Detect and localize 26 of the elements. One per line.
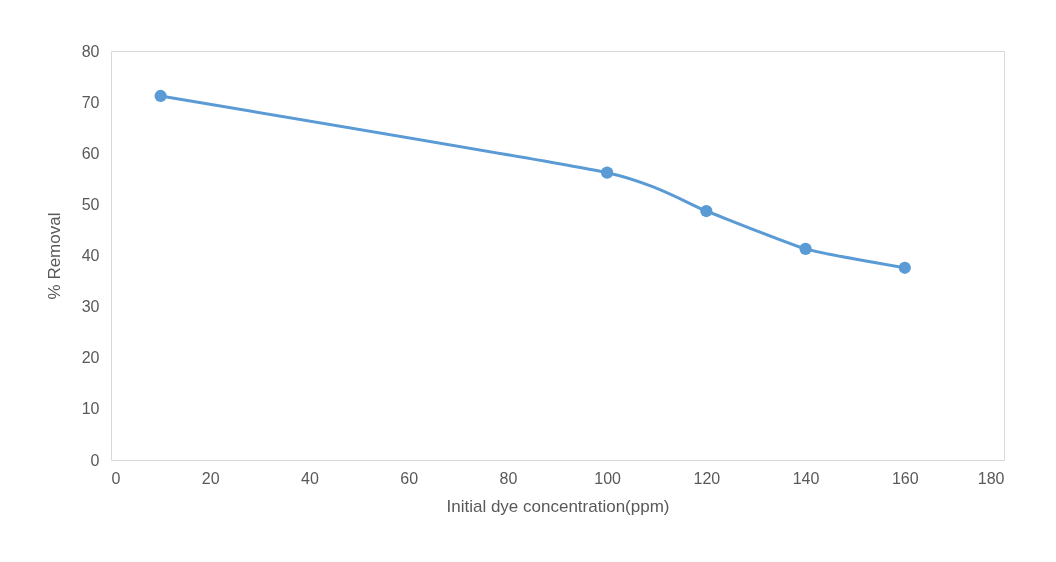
x-tick-label: 80 <box>499 469 518 487</box>
point <box>154 89 167 103</box>
point <box>600 166 614 179</box>
y-tick-label: 50 <box>81 195 100 213</box>
x-tick-label: 180 <box>977 469 1005 487</box>
point <box>898 261 911 274</box>
y-tick-label: 10 <box>81 400 100 418</box>
x-tick-label: 0 <box>111 469 121 487</box>
x-tick-label: 20 <box>201 469 220 487</box>
x-tick-label: 40 <box>301 469 319 487</box>
x-tick-label: 140 <box>792 469 820 487</box>
x-tick-label: 60 <box>400 469 419 487</box>
y-tick-label: 60 <box>81 144 100 162</box>
x-axis-title: Initial dye concentration(ppm) <box>446 496 670 516</box>
x-tick-label: 100 <box>594 469 622 487</box>
y-tick-label: 30 <box>81 298 100 316</box>
y-axis-title: % Removal <box>44 212 64 300</box>
point <box>700 204 713 218</box>
x-tick-label: 160 <box>891 469 919 487</box>
y-tick-label: 20 <box>81 349 100 367</box>
y-tick-label: 70 <box>81 93 100 111</box>
y-tick-label: 40 <box>81 247 100 264</box>
y-tick-label: 0 <box>90 451 100 469</box>
x-tick-label: 120 <box>693 469 721 487</box>
point <box>799 242 812 255</box>
y-tick-label: 80 <box>81 42 100 60</box>
